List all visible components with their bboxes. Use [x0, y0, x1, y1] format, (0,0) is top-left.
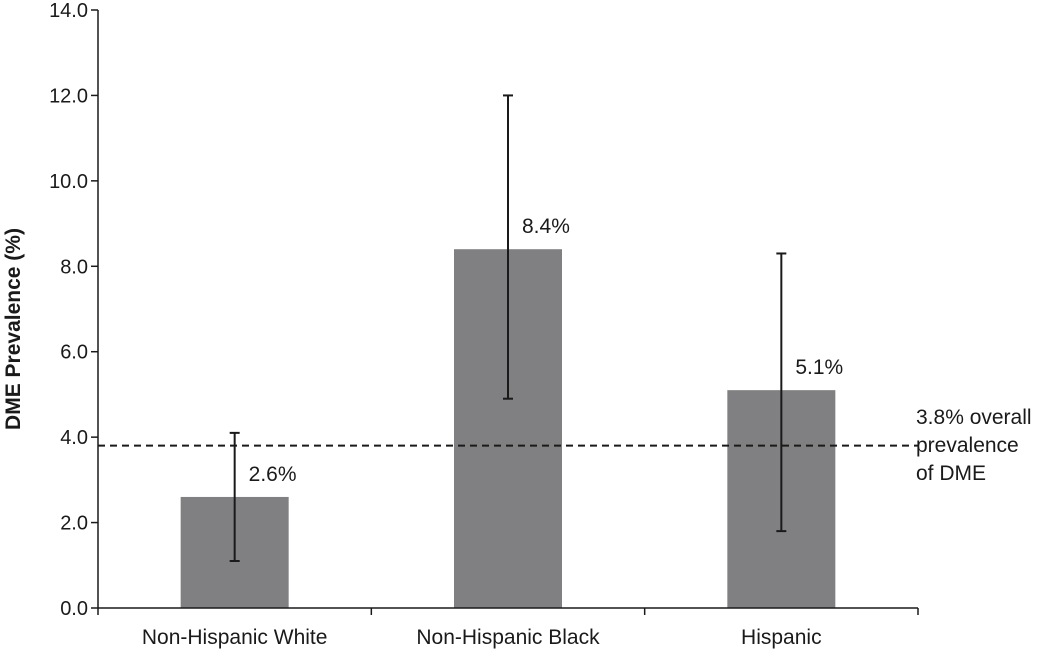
y-axis-ticks: 0.0 2.0 4.0 6.0 8.0 10.0 12.0 14.0 — [49, 0, 919, 620]
data-label: 8.4% — [522, 215, 570, 238]
error-bars — [229, 94, 787, 563]
reference-line-group: 3.8% overall prevalence of DME — [98, 406, 1032, 485]
reference-line-label: of DME — [916, 462, 986, 485]
y-tick-label: 14.0 — [49, 0, 88, 22]
x-category-label: Hispanic — [741, 626, 822, 649]
data-label: 5.1% — [795, 356, 843, 379]
y-tick-label: 12.0 — [49, 85, 88, 107]
y-tick-label: 0.0 — [60, 598, 88, 620]
x-category-label: Non-Hispanic Black — [416, 626, 600, 649]
y-tick-label: 6.0 — [60, 342, 88, 364]
reference-line-label: 3.8% overall — [916, 406, 1032, 429]
data-label: 2.6% — [249, 463, 297, 486]
y-tick-label: 10.0 — [49, 171, 88, 193]
reference-line-label: prevalence — [916, 434, 1019, 457]
y-tick-label: 4.0 — [60, 427, 88, 449]
y-tick-label: 2.0 — [60, 513, 88, 535]
x-category-label: Non-Hispanic White — [142, 626, 328, 649]
y-axis-title: DME Prevalence (%) — [2, 228, 25, 430]
x-axis-category-labels: Non-Hispanic White Non-Hispanic Black Hisp… — [142, 626, 822, 649]
y-tick-label: 8.0 — [60, 256, 88, 278]
data-labels: 2.6% 8.4% 5.1% — [249, 215, 844, 486]
